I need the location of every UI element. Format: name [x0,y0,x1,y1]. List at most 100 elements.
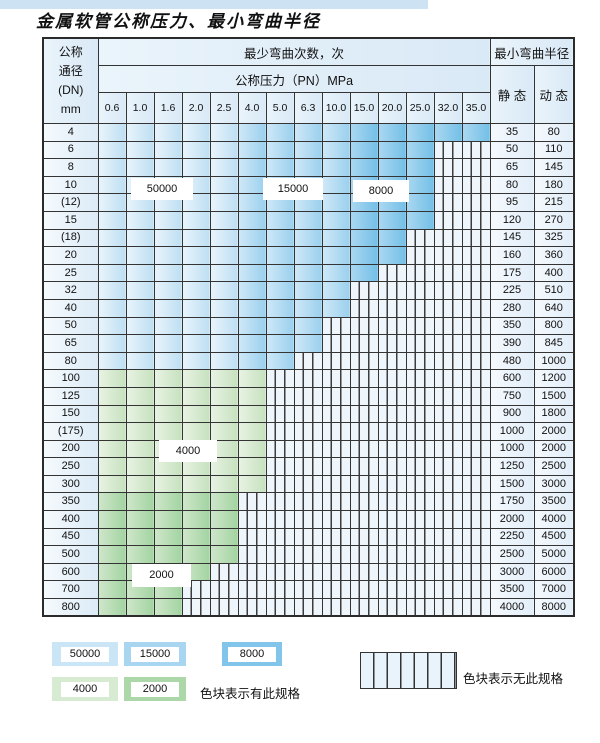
pressure-col-header: 4.0 [237,92,267,124]
spec-cell [461,123,491,142]
spec-cell [293,158,323,177]
dn-cell: 10 [42,175,99,195]
cycles-label-8000: 8000 [354,181,408,201]
legend-swatch-15000-label: 15000 [131,646,179,662]
pressure-col-header: 5.0 [265,92,295,124]
table-row-dn-600: 600 3000 6000 [42,562,575,582]
spec-cell [349,228,379,248]
static-radius-cell: 1000 [489,422,535,441]
spec-cell [237,140,267,160]
no-spec-cell [293,439,323,459]
spec-cell [153,351,183,371]
no-spec-cell [265,422,295,441]
spec-cell [125,263,155,283]
spec-cell [97,334,127,353]
no-spec-cell [349,369,379,388]
no-spec-cell [377,510,407,529]
spec-cell [125,316,155,336]
dynamic-radius-cell: 2000 [533,422,575,441]
no-spec-cell [321,369,351,388]
no-spec-cell [405,492,435,512]
table-row-dn-65: 65 390 845 [42,334,575,353]
spec-cell [97,510,127,529]
no-spec-cell [405,545,435,564]
no-spec-cell [321,474,351,494]
nominal-pressure-header: 公称压力（PN）MPa [97,65,491,93]
spec-cell [97,351,127,371]
static-radius-cell: 2500 [489,545,535,564]
spec-cell [125,598,155,617]
no-spec-cell [433,246,463,265]
dn-cell: 100 [42,369,99,388]
spec-cell [237,158,267,177]
static-radius-cell: 35 [489,123,535,142]
spec-cell [97,527,127,547]
spec-cell [321,263,351,283]
no-spec-cell [405,457,435,476]
no-spec-cell [349,386,379,406]
no-spec-cell [461,386,491,406]
legend-swatch-2000-label: 2000 [131,681,179,697]
no-spec-cell [349,598,379,617]
dn-cell: 300 [42,474,99,494]
table-row-dn-15: 15 120 270 [42,210,575,230]
no-spec-cell [237,510,267,529]
spec-cell [181,386,211,406]
legend-swatch-50000: 50000 [52,642,118,666]
spec-cell [321,298,351,318]
static-radius-cell: 600 [489,369,535,388]
dn-cell: 200 [42,439,99,459]
dynamic-radius-cell: 6000 [533,562,575,582]
no-spec-cell [377,404,407,424]
spec-cell [377,140,407,160]
no-spec-cell [377,263,407,283]
spec-cell [209,246,239,265]
spec-cell [321,210,351,230]
spec-cell [181,316,211,336]
spec-cell [433,123,463,142]
spec-cell [181,492,211,512]
spec-cell [237,263,267,283]
no-spec-cell [377,369,407,388]
spec-cell [97,422,127,441]
spec-cell [181,158,211,177]
spec-cell [293,334,323,353]
spec-cell [265,246,295,265]
cycles-label-4000: 4000 [160,441,216,461]
static-radius-cell: 175 [489,263,535,283]
spec-cell [125,386,155,406]
spec-cell [321,228,351,248]
spec-cell [237,228,267,248]
spec-cell [209,457,239,476]
no-spec-cell [377,598,407,617]
static-radius-cell: 160 [489,246,535,265]
spec-cell [293,123,323,142]
spec-cell [181,422,211,441]
spec-cell [153,316,183,336]
no-spec-cell [433,193,463,212]
no-spec-cell [321,492,351,512]
spec-cell [209,527,239,547]
spec-cell [125,210,155,230]
static-radius-cell: 1750 [489,492,535,512]
spec-cell [97,457,127,476]
no-spec-cell [293,422,323,441]
dynamic-radius-cell: 180 [533,175,575,195]
pressure-col-header: 1.0 [125,92,155,124]
static-radius-cell: 225 [489,281,535,300]
spec-cell [293,263,323,283]
dn-cell: 8 [42,158,99,177]
no-spec-cell [433,598,463,617]
spec-cell [125,246,155,265]
spec-cell [265,316,295,336]
static-radius-cell: 145 [489,228,535,248]
spec-cell [265,334,295,353]
no-spec-cell [265,562,295,582]
no-spec-cell [433,527,463,547]
spec-cell [321,123,351,142]
spec-cell [97,210,127,230]
spec-cell [349,158,379,177]
no-spec-cell [321,422,351,441]
header-row-2: 公称压力（PN）MPa 静 态 动 态 [43,65,575,124]
static-radius-cell: 750 [489,386,535,406]
